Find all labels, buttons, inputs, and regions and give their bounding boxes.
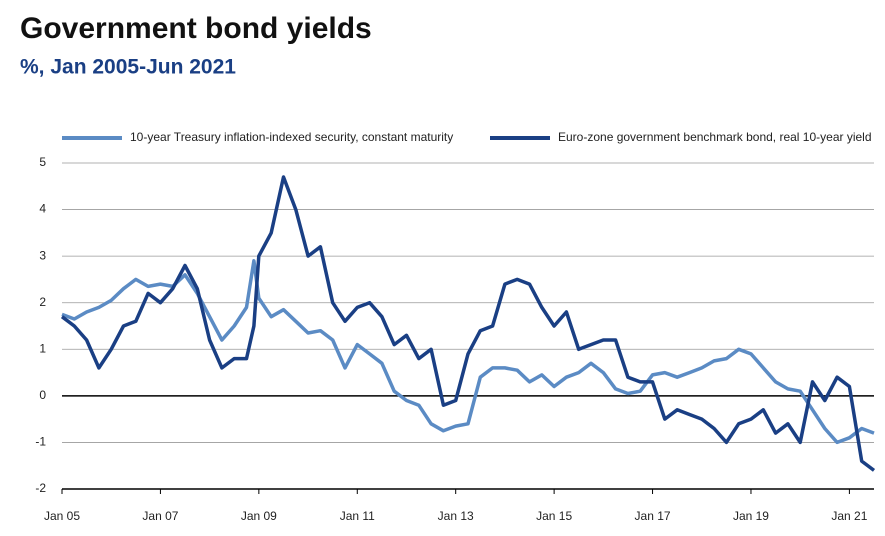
y-tick-label: -2 (35, 481, 46, 495)
y-tick-label: 2 (39, 295, 46, 309)
y-tick-label: 1 (39, 341, 46, 355)
chart-title: Government bond yields (20, 12, 372, 45)
x-tick-label: Jan 11 (340, 509, 375, 523)
x-tick-label: Jan 07 (142, 509, 178, 523)
x-tick-label: Jan 09 (241, 509, 277, 523)
y-tick-label: 0 (39, 388, 46, 402)
y-tick-label: 4 (39, 202, 46, 216)
legend-label: 10-year Treasury inflation-indexed secur… (130, 130, 453, 144)
series-line (60, 175, 876, 472)
legend-label: Euro-zone government benchmark bond, rea… (558, 130, 872, 144)
x-tick-label: Jan 15 (536, 509, 572, 523)
chart-subtitle: %, Jan 2005-Jun 2021 (20, 56, 236, 79)
x-tick-label: Jan 05 (44, 509, 80, 523)
y-tick-label: 5 (39, 155, 46, 169)
y-tick-label: -1 (35, 435, 46, 449)
x-tick-label: Jan 13 (438, 509, 474, 523)
x-tick-label: Jan 21 (831, 509, 867, 523)
y-tick-label: 3 (39, 248, 46, 262)
x-tick-label: Jan 19 (733, 509, 769, 523)
x-tick-label: Jan 17 (635, 509, 671, 523)
